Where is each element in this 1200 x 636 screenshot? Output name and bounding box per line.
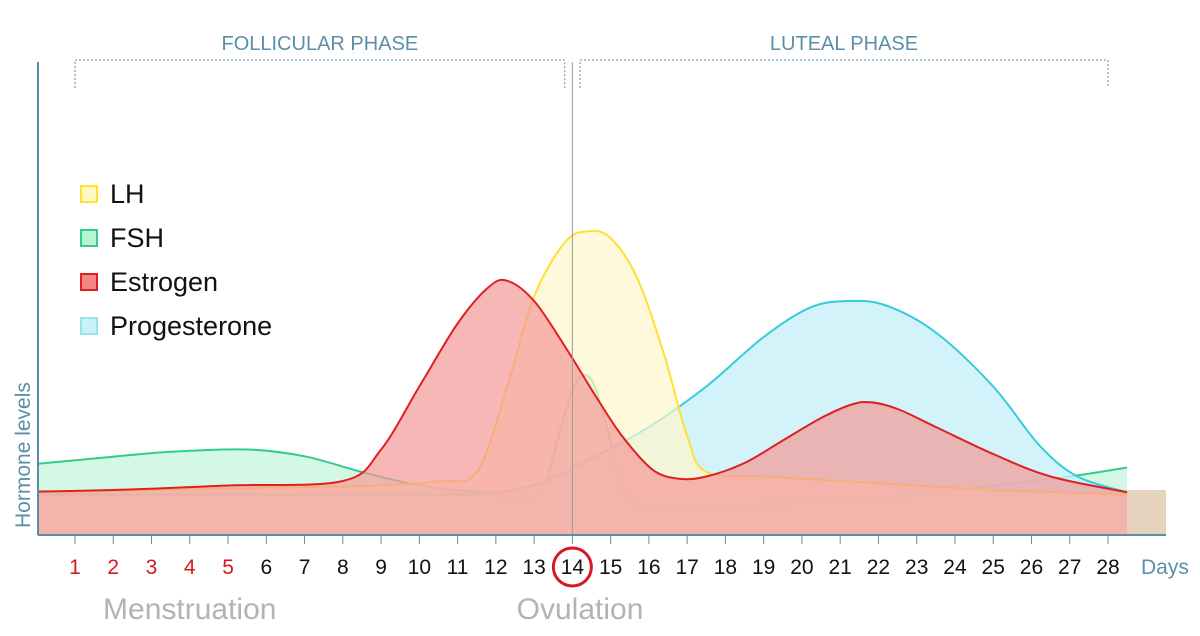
x-tick-label: 5 [222, 556, 234, 579]
chart-axes [37, 62, 1166, 536]
x-tick-label: 15 [599, 556, 622, 579]
legend-label-lh: LH [110, 179, 145, 209]
x-tick-label: 1 [69, 556, 81, 579]
legend-label-progesterone: Progesterone [110, 311, 272, 341]
chart-areas [38, 229, 1166, 535]
x-tick-label: 13 [522, 556, 545, 579]
follicular-phase-label: FOLLICULAR PHASE [221, 33, 418, 55]
luteal-phase-bracket [579, 59, 1109, 88]
x-tick-label: 12 [484, 556, 507, 579]
x-tick-labels: 1 2 3 4 5 6 7 8 9 10 11 12 13 14 15 16 17 18 19 20 21 22 23 24 2… [69, 535, 1120, 588]
x-tick-label: 27 [1058, 556, 1081, 579]
x-tick-label: 4 [184, 556, 196, 579]
x-tick-label: 26 [1020, 556, 1043, 579]
x-tick-label: 11 [447, 556, 469, 579]
x-tick-label: 3 [146, 556, 158, 579]
estrogen-line [38, 278, 1128, 494]
legend-swatch-lh [80, 185, 98, 203]
x-tick-label: 7 [299, 556, 311, 579]
x-tick-label: 25 [982, 556, 1005, 579]
legend-swatch-progesterone [80, 317, 98, 335]
x-tick-label: 20 [790, 556, 813, 579]
x-tick-label: 21 [829, 556, 852, 579]
x-tick-label: 14 [561, 556, 585, 579]
x-tick-label: 10 [408, 556, 431, 579]
x-tick-label: 19 [752, 556, 775, 579]
estrogen-area [38, 279, 1128, 535]
x-tick-label: 24 [943, 556, 967, 579]
x-tick-label: 18 [714, 556, 737, 579]
legend-label-estrogen: Estrogen [110, 267, 218, 297]
phase-brackets: FOLLICULAR PHASE LUTEAL PHASE [74, 33, 1109, 88]
x-tick-label: 22 [867, 556, 890, 579]
legend-label-fsh: FSH [110, 223, 164, 253]
x-tick-label: 2 [107, 556, 119, 579]
x-tick-label: 9 [375, 556, 387, 579]
legend-swatch-fsh [80, 229, 98, 247]
x-tick-label: 8 [337, 556, 349, 579]
annotations: Menstruation Ovulation [103, 593, 643, 626]
x-tick-label: 17 [675, 556, 698, 579]
ovulation-annotation: Ovulation [517, 593, 644, 626]
legend: LH FSH Estrogen Progesterone [80, 179, 272, 341]
x-tick-label: 28 [1096, 556, 1119, 579]
ovulation-day-marker [551, 546, 593, 588]
x-axis-label: Days [1141, 556, 1189, 579]
follicular-phase-bracket [74, 59, 566, 88]
x-tick-label: 6 [260, 556, 272, 579]
y-axis-label: Hormone levels [12, 382, 35, 528]
menstruation-annotation: Menstruation [103, 593, 276, 626]
x-tick-label: 16 [637, 556, 660, 579]
legend-swatch-estrogen [80, 273, 98, 291]
luteal-phase-label: LUTEAL PHASE [770, 33, 918, 55]
x-tick-label: 23 [905, 556, 928, 579]
